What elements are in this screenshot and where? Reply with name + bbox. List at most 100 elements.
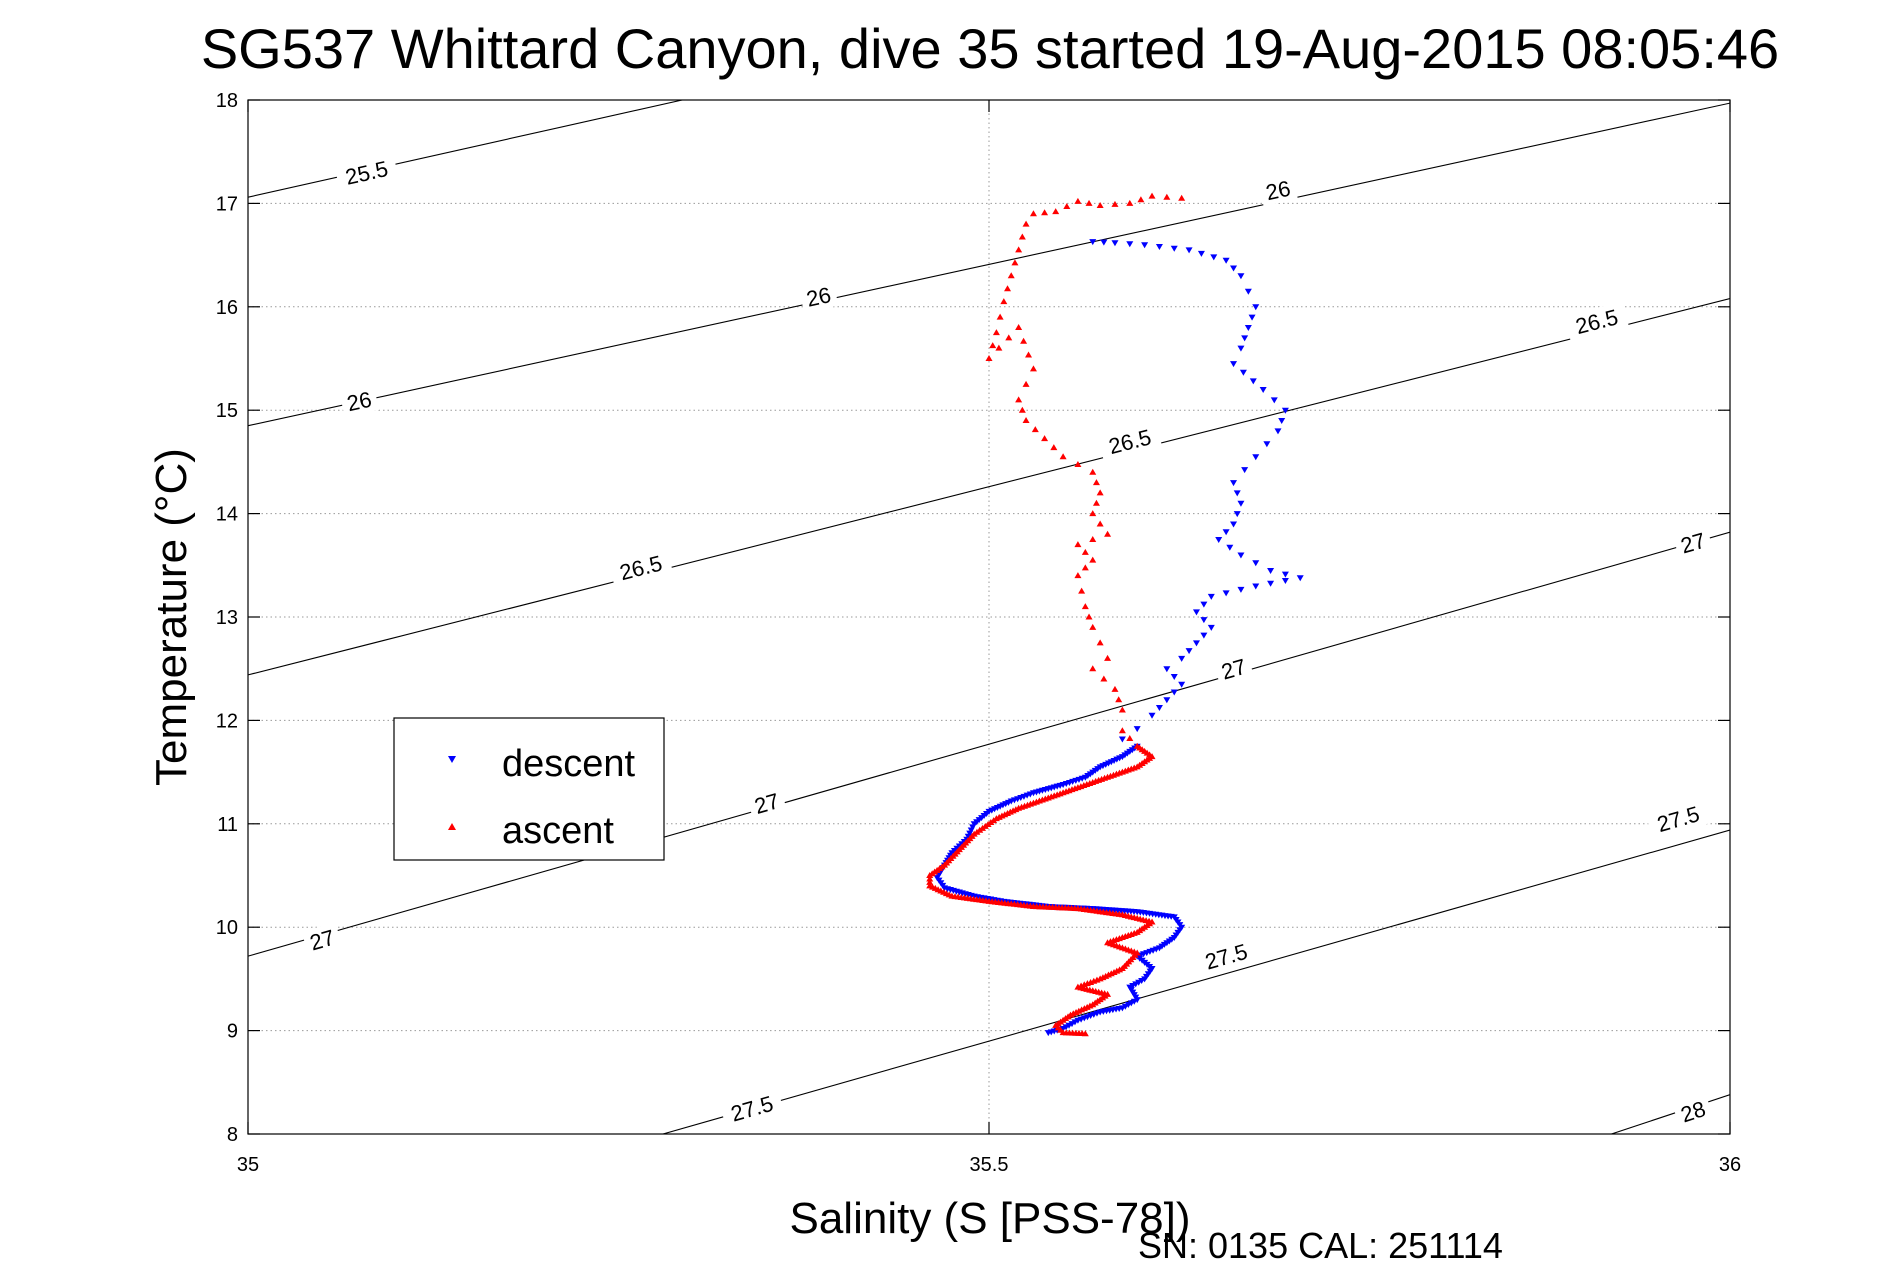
ascent-point-59: [1100, 675, 1108, 682]
ascent-point-10: [1052, 208, 1060, 215]
descent-point-5: [1155, 243, 1163, 250]
ascent-point-25: [1005, 334, 1013, 341]
descent-point-34: [1230, 521, 1238, 528]
descent-point-58: [1170, 673, 1178, 680]
descent-point-41: [1281, 571, 1289, 578]
ascent-point-52: [1078, 587, 1086, 594]
ascent-point-16: [1011, 259, 1019, 266]
descent-point-26: [1274, 428, 1282, 435]
descent-point-283: [1071, 1019, 1079, 1026]
ascent-point-30: [1022, 380, 1030, 387]
descent-point-44: [1267, 580, 1275, 587]
descent-point-21: [1249, 378, 1257, 385]
descent-point-265: [1127, 1000, 1135, 1007]
ascent-point-50: [1081, 564, 1089, 571]
ascent-point-55: [1089, 623, 1097, 630]
descent-point-45: [1252, 583, 1260, 590]
descent-point-28: [1252, 454, 1260, 461]
density-contour-2: [248, 297, 1730, 676]
density-contours: 25.526262626.526.526.52727272727.527.527…: [248, 100, 1730, 1134]
descent-point-292: [1044, 1030, 1052, 1037]
legend-label-ascent: ascent: [502, 810, 614, 852]
contour-label-bg: [1193, 935, 1259, 977]
descent-point-257: [1129, 983, 1137, 990]
x-tick-label-0: 35: [237, 1154, 259, 1176]
ascent-point-1: [1163, 193, 1171, 200]
ascent-point-3: [1137, 196, 1145, 203]
descent-point-56: [1178, 655, 1186, 662]
ascent-point-37: [1059, 453, 1067, 460]
contour-label-1-2: 26: [1263, 176, 1292, 206]
y-tick-label-7: 15: [216, 400, 238, 422]
descent-point-39: [1252, 560, 1260, 567]
descent-point-254: [1138, 978, 1146, 985]
contour-label-bg: [1258, 173, 1298, 207]
descent-point-15: [1248, 314, 1256, 321]
ascent-point-17: [1007, 272, 1015, 279]
descent-point-27: [1263, 441, 1271, 448]
descent-point-18: [1237, 345, 1245, 352]
descent-point-266: [1124, 1002, 1132, 1009]
descent-point-20: [1239, 369, 1247, 376]
descent-point-267: [1121, 1003, 1129, 1010]
ascent-point-19: [1000, 298, 1008, 305]
descent-point-54: [1192, 640, 1200, 647]
contour-label-1-1: 26: [804, 282, 833, 312]
descent-point-12: [1237, 273, 1245, 280]
descent-point-13: [1244, 288, 1252, 295]
descent-point-49: [1200, 601, 1208, 608]
ascent-point-7: [1085, 199, 1093, 206]
ascent-point-49: [1089, 556, 1097, 563]
ascent-point-153: [926, 872, 934, 878]
ascent-point-58: [1089, 665, 1097, 672]
y-tick-label-9: 17: [216, 193, 238, 215]
ascent-point-38: [1074, 460, 1082, 467]
ascent-point-28: [1025, 351, 1033, 358]
ascent-point-46: [1089, 535, 1097, 542]
descent-point-24: [1281, 407, 1289, 414]
x-axis-label: Salinity (S [PSS-78]): [789, 1194, 1190, 1243]
legend-marker-descent: [448, 756, 456, 763]
descent-point-255: [1135, 979, 1143, 986]
ascent-point-53: [1081, 603, 1089, 610]
descent-point-35: [1222, 529, 1230, 536]
ascent-point-20: [996, 313, 1004, 320]
ascent-point-36: [1050, 444, 1058, 451]
descent-point-4: [1141, 242, 1149, 249]
contour-label-1-0: 26: [345, 387, 374, 417]
descent-point-284: [1068, 1021, 1076, 1028]
descent-point-256: [1132, 981, 1140, 988]
descent-point-253: [1141, 976, 1149, 983]
descent-point-263: [1133, 997, 1141, 1004]
ascent-point-9: [1063, 203, 1071, 210]
descent-point-22: [1259, 387, 1267, 394]
descent-point-36: [1215, 536, 1223, 543]
descent-point-9: [1210, 254, 1218, 261]
contour-label-bg: [1564, 301, 1629, 342]
descent-point-10: [1222, 257, 1230, 264]
ascent-point-29: [1029, 365, 1037, 372]
descent-point-57: [1163, 666, 1171, 673]
descent-point-16: [1244, 324, 1252, 331]
ascent-point-13: [1022, 220, 1030, 227]
legend: descent ascent: [393, 717, 665, 861]
descent-point-264: [1130, 998, 1138, 1005]
ascent-point-6: [1096, 201, 1104, 208]
descent-point-51: [1200, 617, 1208, 624]
ascent-point-14: [1018, 233, 1026, 240]
ascent-point-51: [1074, 572, 1082, 579]
ascent-point-62: [1118, 706, 1126, 713]
contour-label-bg: [339, 384, 380, 418]
descent-point-65: [1118, 736, 1126, 743]
density-contour-4: [662, 829, 1730, 1134]
ascent-point-27: [1020, 337, 1028, 344]
serial-calibration-note: SN: 0135 CAL: 251114: [1138, 1225, 1503, 1262]
descent-point-2: [1111, 240, 1119, 247]
descent-point-6: [1170, 245, 1178, 252]
ascent-point-40: [1092, 479, 1100, 486]
descent-point-0: [1089, 239, 1097, 246]
y-tick-label-8: 16: [216, 297, 238, 319]
y-tick-label-1: 9: [227, 1021, 238, 1043]
ascent-point-61: [1115, 696, 1123, 703]
y-tick-label-0: 8: [227, 1124, 238, 1146]
